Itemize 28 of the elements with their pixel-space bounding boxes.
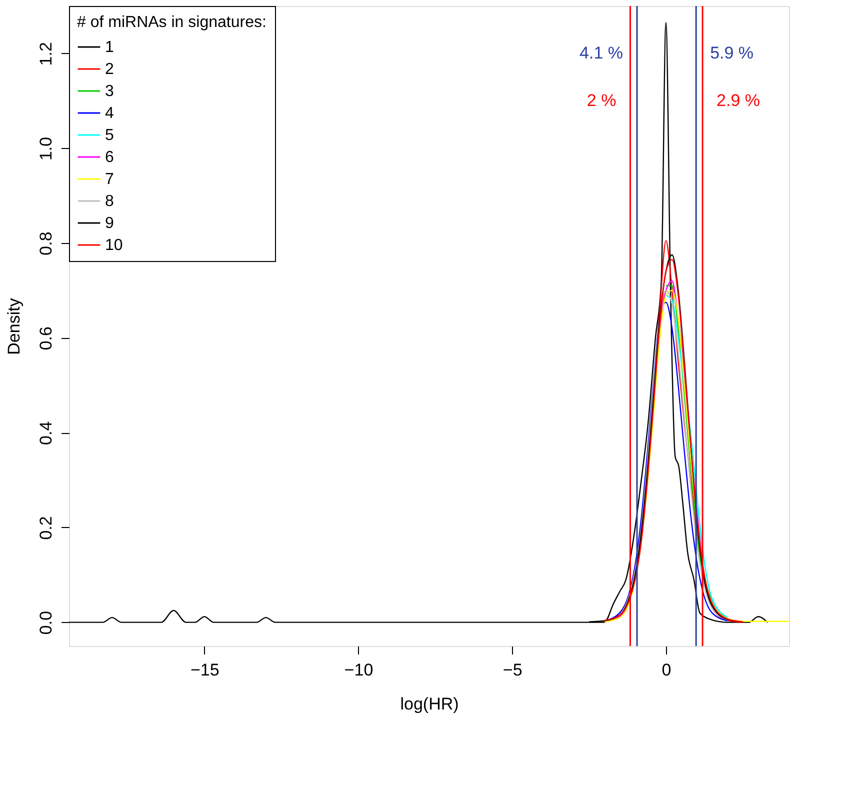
legend-label: 9: [105, 215, 114, 232]
x-tick-label: 0: [662, 660, 672, 680]
legend-label: 3: [105, 83, 114, 100]
legend-label: 2: [105, 61, 114, 78]
legend-label: 5: [105, 127, 114, 144]
y-tick-label: 0.8: [36, 232, 56, 256]
legend-label: 8: [105, 193, 114, 210]
legend-label: 1: [105, 39, 114, 56]
y-tick-label: 0.6: [36, 326, 56, 350]
annotation: 2 %: [586, 90, 616, 110]
x-tick-label: −15: [190, 660, 220, 680]
x-tick-label: −10: [344, 660, 374, 680]
legend-label: 6: [105, 149, 114, 166]
legend-label: 4: [105, 105, 114, 122]
annotation: 2.9 %: [716, 90, 760, 110]
y-axis-title: Density: [4, 298, 24, 355]
annotation: 5.9 %: [710, 43, 754, 62]
legend-label: 7: [105, 171, 114, 188]
legend-title: # of miRNAs in signatures:: [77, 14, 266, 31]
x-axis-title: log(HR): [400, 694, 459, 714]
legend-label: 10: [105, 237, 123, 254]
y-tick-label: 0.2: [36, 516, 56, 540]
y-tick-label: 1.0: [36, 136, 56, 161]
x-tick-label: −5: [502, 660, 522, 680]
y-tick-label: 0.0: [36, 610, 56, 635]
annotation: 4.1 %: [580, 43, 623, 62]
y-tick-label: 0.4: [36, 421, 56, 445]
y-tick-label: 1.2: [36, 42, 56, 66]
